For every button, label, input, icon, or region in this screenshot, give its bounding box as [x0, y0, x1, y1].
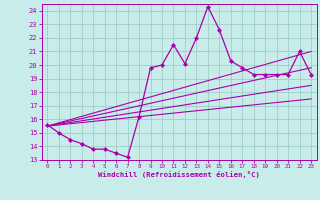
X-axis label: Windchill (Refroidissement éolien,°C): Windchill (Refroidissement éolien,°C): [98, 171, 260, 178]
